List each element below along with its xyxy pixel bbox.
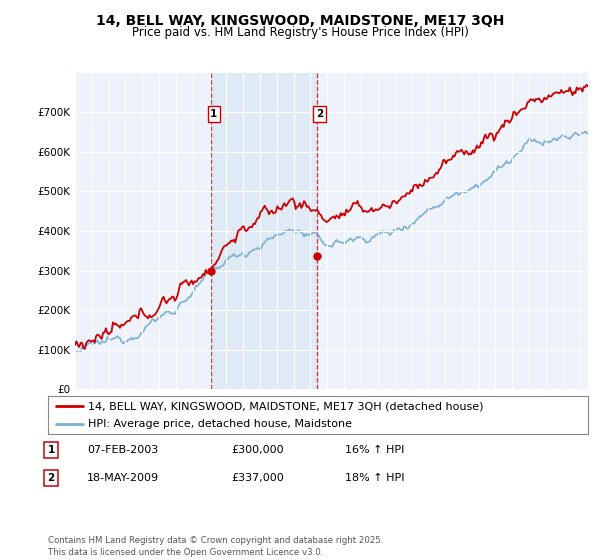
- Text: 1: 1: [210, 109, 217, 119]
- Bar: [211, 73, 317, 389]
- Text: £300,000: £300,000: [231, 445, 284, 455]
- Text: HPI: Average price, detached house, Maidstone: HPI: Average price, detached house, Maid…: [89, 419, 353, 429]
- Text: Price paid vs. HM Land Registry's House Price Index (HPI): Price paid vs. HM Land Registry's House …: [131, 26, 469, 39]
- Text: 2: 2: [316, 109, 323, 119]
- Text: 14, BELL WAY, KINGSWOOD, MAIDSTONE, ME17 3QH (detached house): 14, BELL WAY, KINGSWOOD, MAIDSTONE, ME17…: [89, 401, 484, 411]
- Text: Contains HM Land Registry data © Crown copyright and database right 2025.
This d: Contains HM Land Registry data © Crown c…: [48, 536, 383, 557]
- Text: 14, BELL WAY, KINGSWOOD, MAIDSTONE, ME17 3QH: 14, BELL WAY, KINGSWOOD, MAIDSTONE, ME17…: [96, 14, 504, 28]
- Text: £337,000: £337,000: [231, 473, 284, 483]
- Text: 1: 1: [47, 445, 55, 455]
- Text: 2: 2: [47, 473, 55, 483]
- Text: 18-MAY-2009: 18-MAY-2009: [87, 473, 159, 483]
- Text: 18% ↑ HPI: 18% ↑ HPI: [345, 473, 404, 483]
- Text: 16% ↑ HPI: 16% ↑ HPI: [345, 445, 404, 455]
- Text: 07-FEB-2003: 07-FEB-2003: [87, 445, 158, 455]
